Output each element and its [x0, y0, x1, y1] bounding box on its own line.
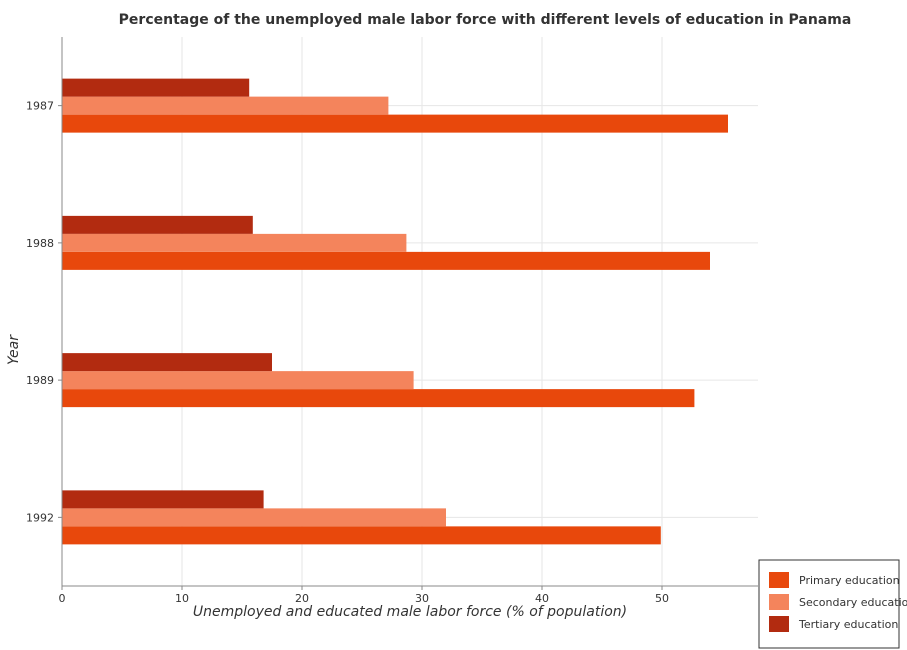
- x-tick-label: 40: [535, 592, 549, 605]
- y-tick-label: 1988: [26, 237, 54, 250]
- x-tick-label: 0: [59, 592, 66, 605]
- bar: [62, 96, 389, 115]
- y-axis-label: Year: [6, 334, 22, 365]
- x-axis-label: Unemployed and educated male labor force…: [193, 604, 627, 620]
- x-tick-label: 30: [415, 592, 429, 605]
- bar: [62, 233, 407, 252]
- bar: [62, 78, 250, 97]
- legend-label: Tertiary education: [798, 618, 898, 631]
- x-tick-label: 50: [655, 592, 669, 605]
- y-tick-label: 1989: [26, 374, 54, 387]
- bar: [62, 508, 446, 527]
- legend-swatch: [769, 572, 789, 588]
- bar: [62, 371, 414, 390]
- legend-label: Secondary education: [799, 596, 907, 609]
- bar: [62, 389, 695, 408]
- x-tick-label: 20: [295, 592, 309, 605]
- bar: [62, 526, 661, 545]
- legend-swatch: [769, 616, 789, 632]
- bar: [62, 114, 728, 133]
- bar: [62, 251, 710, 270]
- y-tick-label: 1987: [26, 100, 54, 113]
- bar: [62, 215, 253, 234]
- bar: [62, 353, 272, 372]
- bar: [62, 490, 264, 509]
- x-tick-label: 10: [175, 592, 189, 605]
- legend-swatch: [769, 594, 789, 610]
- legend-label: Primary education: [799, 574, 900, 587]
- chart-title: Percentage of the unemployed male labor …: [119, 12, 852, 28]
- legend: Primary education Secondary education Tert…: [758, 559, 907, 649]
- plot-area: 0 10 20 30 40 50 1987 1988 1989 1992: [26, 37, 758, 605]
- y-tick-label: 1992: [26, 511, 54, 524]
